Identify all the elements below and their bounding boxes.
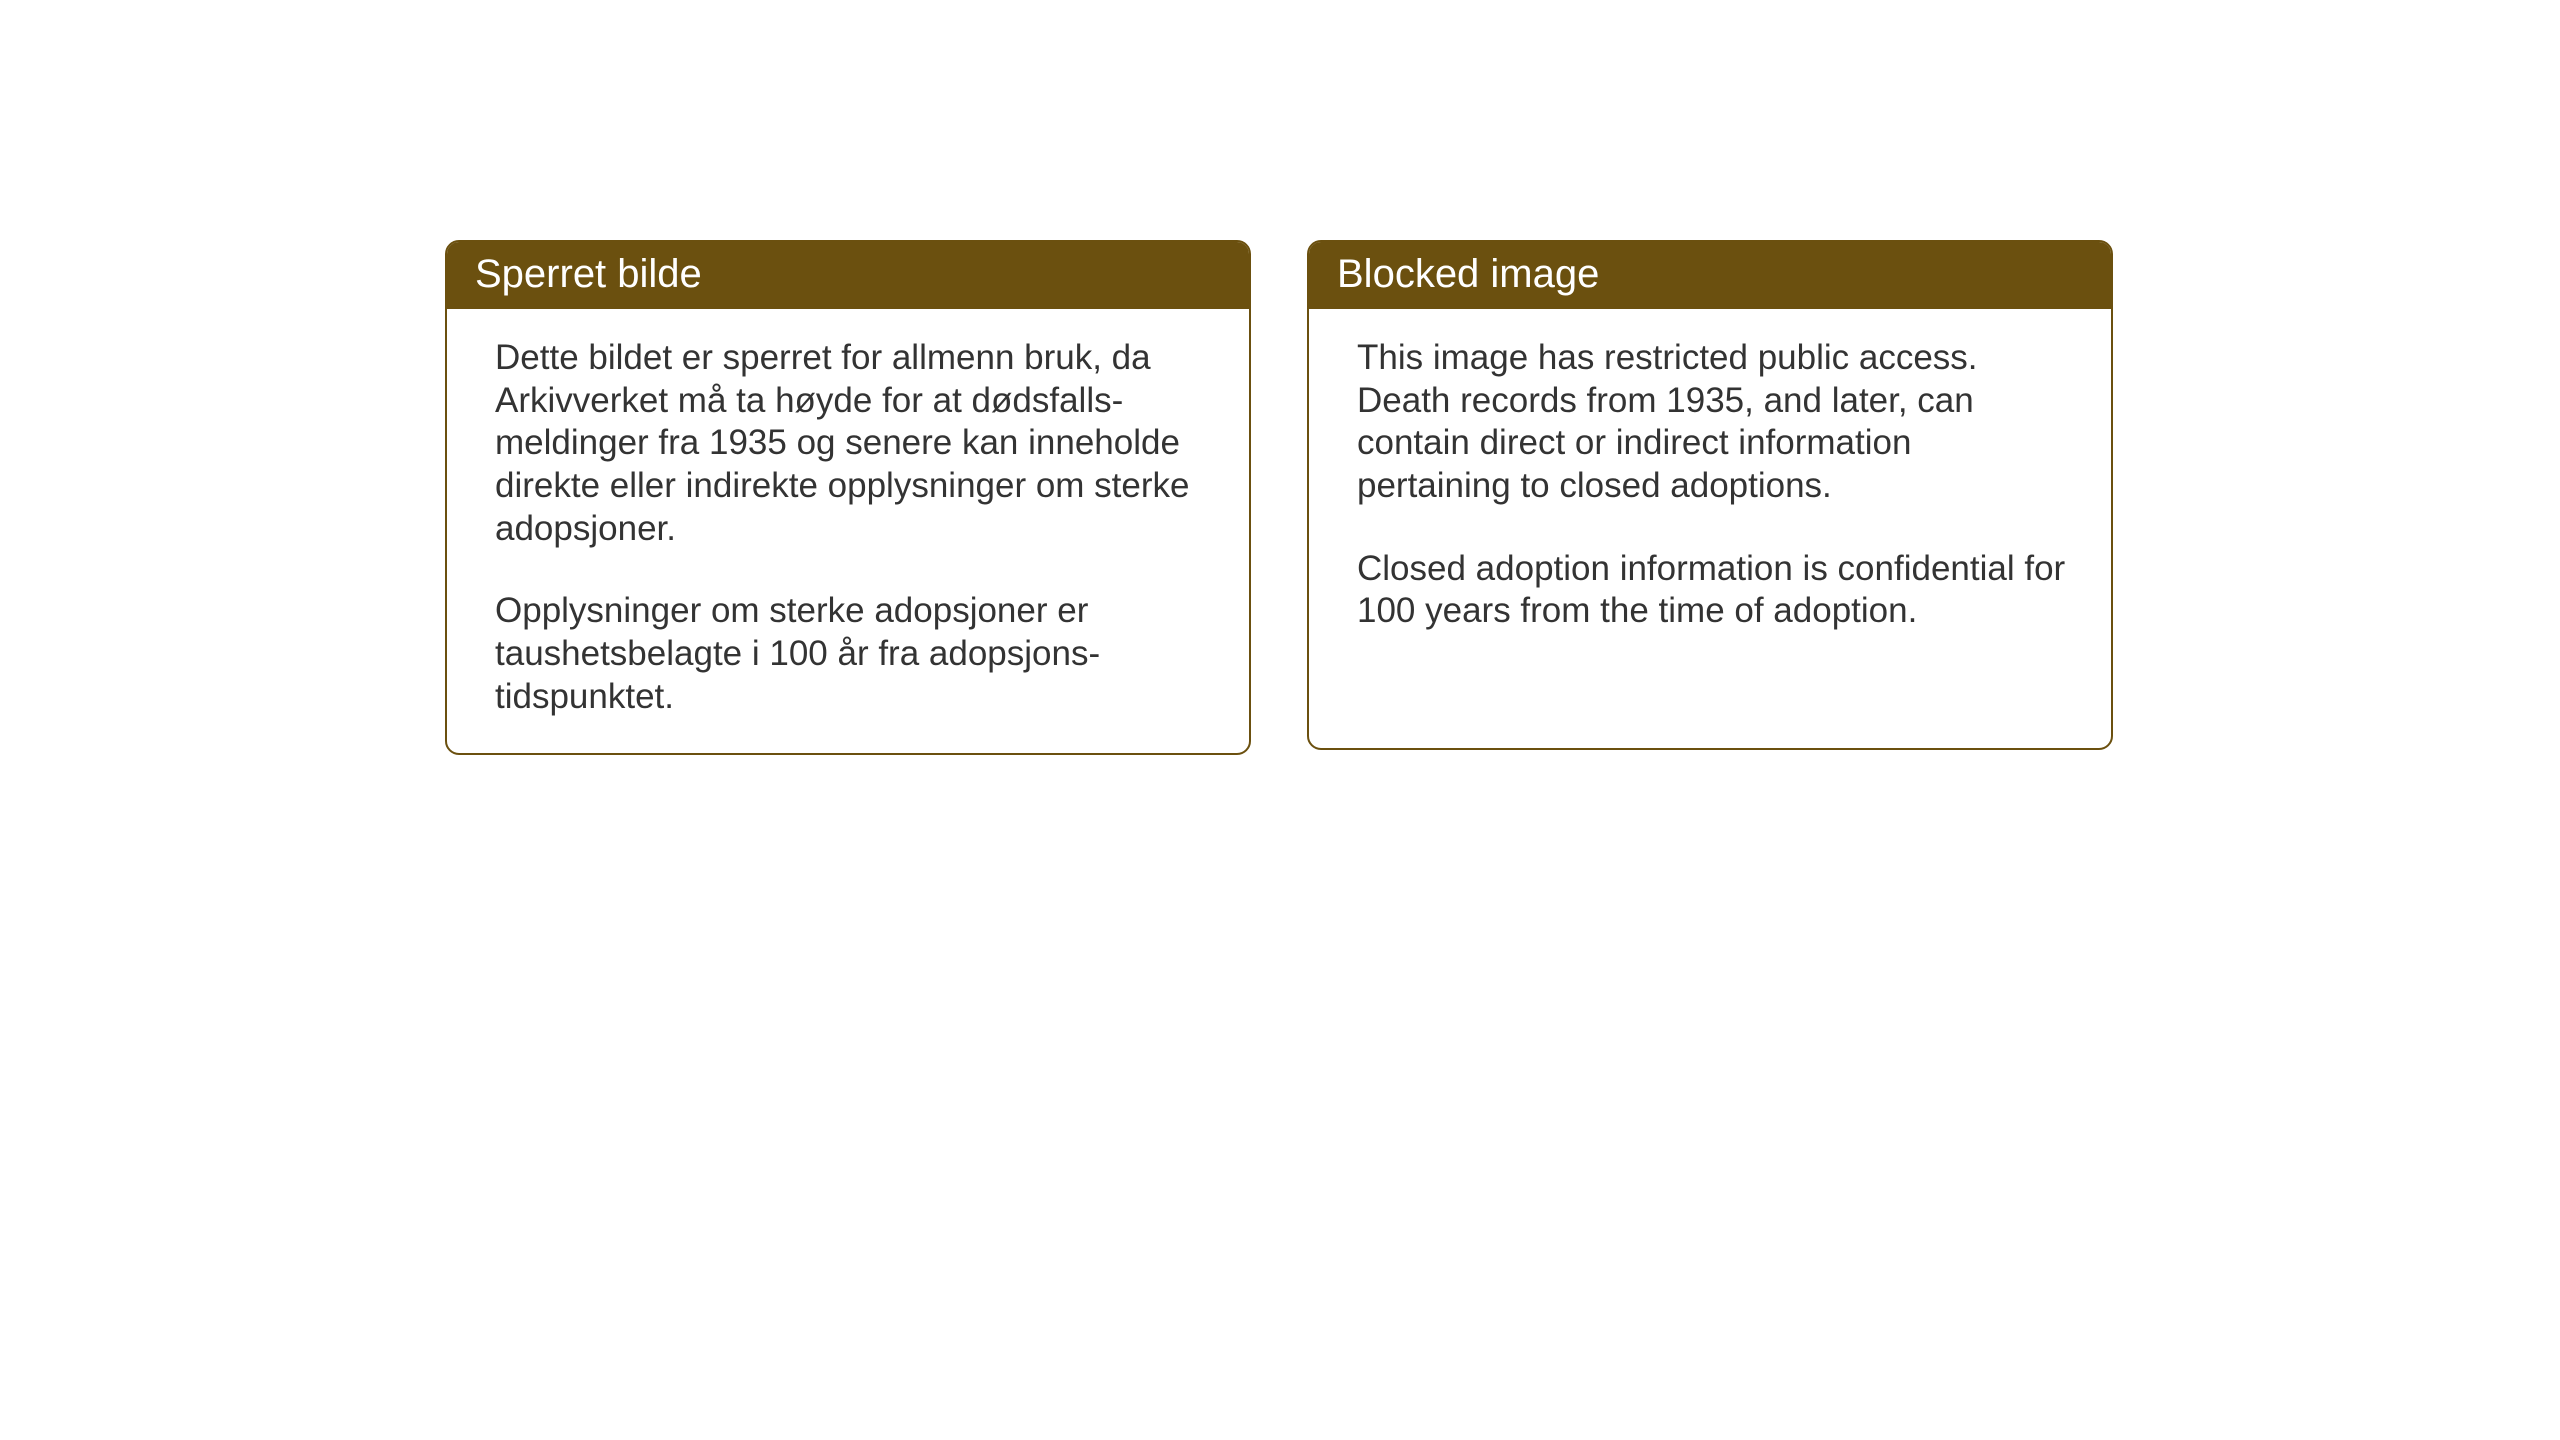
card-header-norwegian: Sperret bilde	[447, 242, 1249, 309]
english-paragraph-2: Closed adoption information is confident…	[1357, 548, 2067, 633]
norwegian-paragraph-1: Dette bildet er sperret for allmenn bruk…	[495, 337, 1205, 550]
english-paragraph-1: This image has restricted public access.…	[1357, 337, 2067, 508]
card-header-english: Blocked image	[1309, 242, 2111, 309]
norwegian-paragraph-2: Opplysninger om sterke adopsjoner er tau…	[495, 590, 1205, 718]
notice-card-norwegian: Sperret bilde Dette bildet er sperret fo…	[445, 240, 1251, 755]
notice-card-english: Blocked image This image has restricted …	[1307, 240, 2113, 750]
notice-container: Sperret bilde Dette bildet er sperret fo…	[445, 240, 2113, 755]
card-body-norwegian: Dette bildet er sperret for allmenn bruk…	[447, 309, 1249, 753]
card-body-english: This image has restricted public access.…	[1309, 309, 2111, 667]
